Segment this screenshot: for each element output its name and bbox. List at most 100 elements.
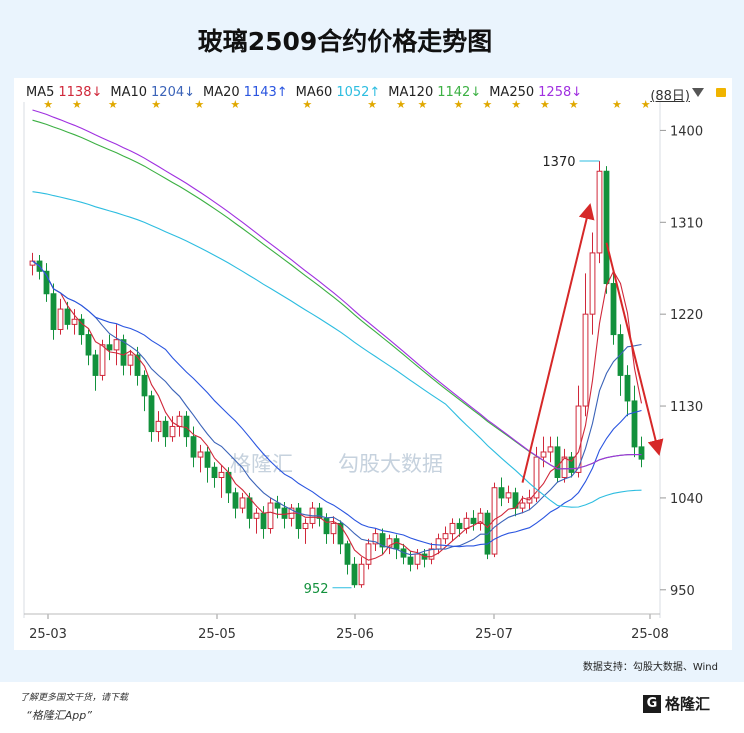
candle-body — [638, 446, 645, 460]
candle-body — [624, 374, 631, 402]
candle-body — [302, 522, 309, 530]
candle-body — [267, 502, 274, 530]
candle-body — [596, 170, 603, 254]
footer-logo: G 格隆汇 — [642, 693, 710, 714]
candle-body — [134, 354, 141, 376]
legend-ma250: MA250 — [489, 85, 535, 100]
candle-body — [141, 374, 148, 397]
candle-body — [589, 252, 596, 315]
legend-value-ma60: 1052↑ — [336, 85, 381, 100]
data-source: 数据支持：勾股大数据、Wind — [582, 662, 718, 673]
signal-star-icon: ★ — [454, 98, 464, 111]
ma20-line — [32, 260, 642, 548]
legend-ma120: MA120 — [388, 85, 434, 100]
legend-value-ma10: 1204↓ — [151, 85, 196, 100]
candle-body — [113, 339, 120, 351]
legend-value-ma250: 1258↓ — [538, 85, 583, 100]
candle-body — [505, 492, 512, 499]
signal-star-icon: ★ — [612, 98, 622, 111]
uptrend-arrow — [521, 203, 595, 483]
candle-body — [554, 446, 561, 478]
candle-body — [190, 436, 197, 458]
candle-body — [449, 522, 456, 535]
y-tick-label: 1040 — [670, 492, 703, 507]
y-tick-label: 950 — [670, 584, 695, 599]
candle-body — [169, 425, 176, 438]
y-tick-label: 1220 — [670, 308, 703, 323]
candle-body — [127, 354, 134, 366]
candle-body — [99, 344, 106, 376]
candle-body — [344, 543, 351, 565]
candle-body — [106, 344, 113, 351]
candle-body — [519, 502, 526, 509]
candle-body — [148, 395, 155, 433]
lock-icon[interactable] — [716, 88, 726, 97]
candle-body — [71, 318, 78, 325]
legend-value-ma120: 1142↓ — [437, 85, 482, 100]
candle-body — [365, 543, 372, 565]
signal-star-icon: ★ — [194, 98, 204, 111]
candle-body — [197, 451, 204, 458]
signal-star-icon: ★ — [540, 98, 550, 111]
candle-body — [561, 456, 568, 479]
candle-body — [85, 334, 92, 356]
candle-body — [274, 502, 281, 509]
legend-value-ma20: 1143↑ — [243, 85, 288, 100]
high-label: 1370 — [542, 155, 575, 170]
x-tick-label: 25-07 — [475, 627, 513, 642]
candle-body — [491, 487, 498, 555]
candle-body — [372, 533, 379, 545]
candle-body — [64, 308, 71, 325]
candle-body — [57, 308, 64, 330]
candle-body — [379, 533, 386, 548]
x-tick-label: 25-03 — [29, 627, 67, 642]
legend-ma60: MA60 — [295, 85, 333, 100]
downtrend-arrow — [605, 242, 664, 456]
footer-note: 了解更多国文干货，请下载 — [20, 693, 129, 703]
signal-star-icon: ★ — [367, 98, 377, 111]
watermark-data: 勾股大数据 — [338, 452, 443, 476]
candle-body — [477, 512, 484, 524]
candle-body — [295, 507, 302, 530]
candle-body — [358, 563, 365, 586]
candle-body — [407, 556, 414, 565]
candle-body — [547, 446, 554, 453]
signal-star-icon: ★ — [72, 98, 82, 111]
candle-body — [610, 283, 617, 336]
candle-body — [463, 517, 470, 530]
dropdown-triangle-icon[interactable] — [692, 88, 704, 97]
candle-body — [43, 270, 50, 295]
candle-body — [435, 538, 442, 550]
legend-ma5: MA5 — [26, 85, 55, 100]
candle-body — [50, 293, 57, 330]
candle-body — [232, 492, 239, 509]
signal-star-icon: ★ — [43, 98, 53, 111]
candle-body — [568, 456, 575, 473]
signal-star-icon: ★ — [302, 98, 312, 111]
candle-body — [386, 538, 393, 548]
candle-body — [442, 533, 449, 540]
signal-star-icon: ★ — [641, 98, 651, 111]
low-label: 952 — [304, 582, 329, 597]
candle-body — [337, 522, 344, 545]
candle-body — [498, 487, 505, 499]
ma250-line — [32, 109, 642, 470]
candle-body — [540, 451, 547, 458]
signal-star-icon: ★ — [418, 98, 428, 111]
y-tick-label: 1400 — [670, 124, 703, 139]
legend-ma10: MA10 — [110, 85, 148, 100]
candle-body — [162, 420, 169, 438]
logo-mark-icon: G — [642, 694, 661, 713]
candle-body — [631, 400, 638, 448]
candle-body — [120, 339, 127, 366]
candle-body — [155, 420, 162, 433]
ma-legend: MA5 1138↓ MA10 1204↓ MA20 1143↑ MA60 1052↑ MA120… — [26, 85, 590, 100]
period-selector[interactable]: (88日) — [650, 89, 690, 104]
candle-body — [470, 517, 477, 524]
candle-body — [281, 507, 288, 519]
signal-star-icon: ★ — [511, 98, 521, 111]
y-tick-label: 1310 — [670, 216, 703, 231]
candle-body — [253, 512, 260, 519]
legend-value-ma5: 1138↓ — [58, 85, 103, 100]
